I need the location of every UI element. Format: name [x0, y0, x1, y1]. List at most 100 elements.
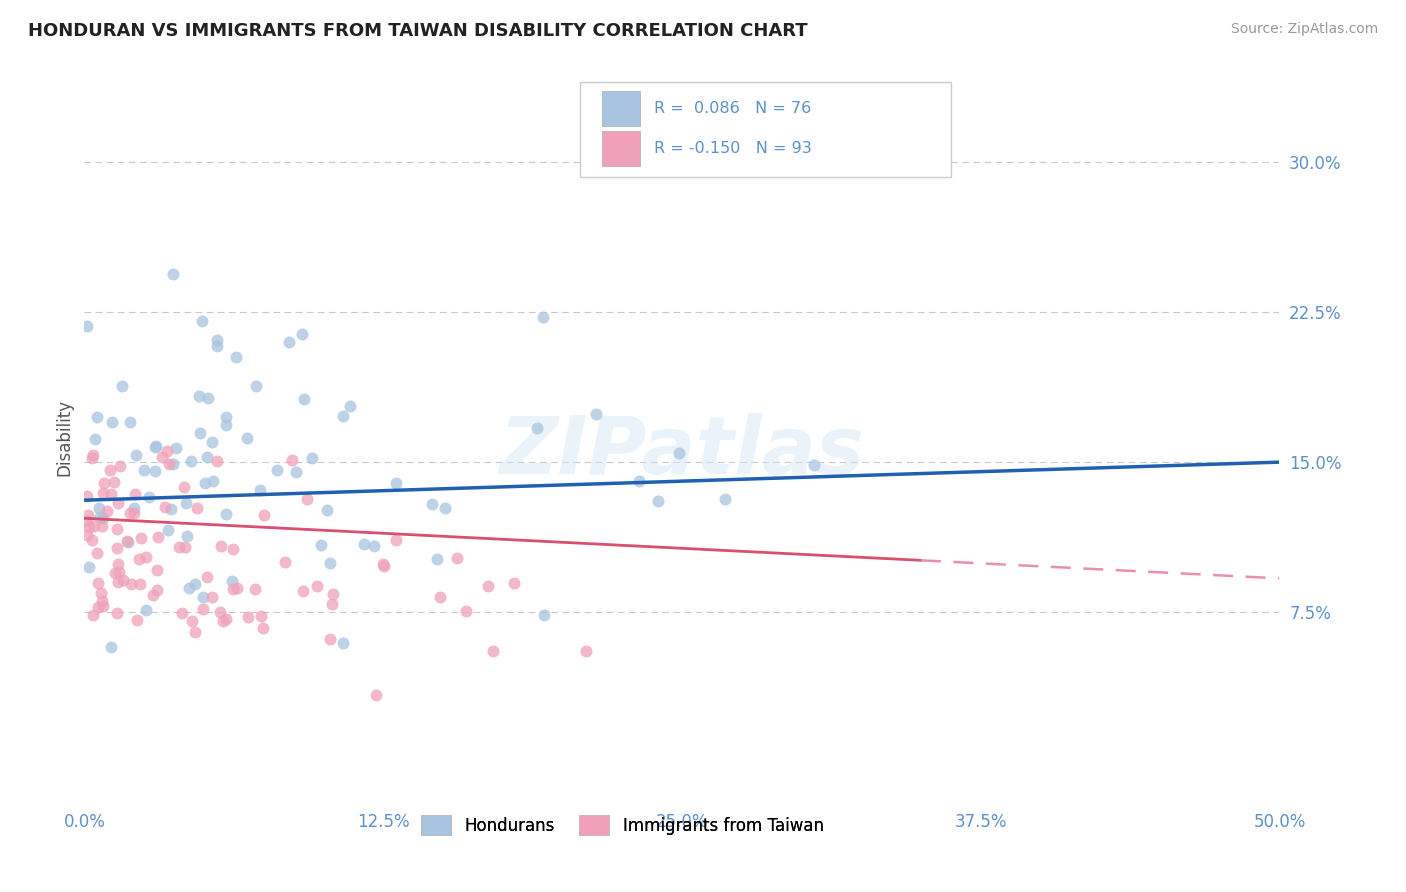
Point: [200, 435, 222, 450]
Point: [191, 314, 214, 328]
Point: [120, 415, 142, 429]
Point: [152, 450, 174, 465]
Point: [191, 602, 214, 616]
Point: [420, 497, 443, 511]
Point: [321, 597, 343, 611]
Point: [222, 542, 245, 557]
Point: [211, 614, 233, 628]
Point: [193, 590, 215, 604]
Point: [425, 551, 447, 566]
Point: [301, 450, 323, 465]
Point: [366, 688, 388, 702]
Point: [188, 389, 211, 403]
Point: [135, 549, 157, 564]
Point: [533, 607, 555, 622]
Point: [292, 392, 315, 407]
Point: [104, 566, 127, 581]
Point: [100, 487, 122, 501]
Point: [120, 506, 142, 520]
Point: [100, 415, 122, 429]
Point: [122, 507, 145, 521]
Point: [477, 579, 499, 593]
Point: [332, 636, 354, 650]
Point: [135, 603, 157, 617]
Point: [309, 538, 332, 552]
Point: [145, 438, 167, 452]
Point: [174, 541, 197, 555]
Point: [93, 475, 115, 490]
Text: R =  0.086   N = 76: R = 0.086 N = 76: [654, 101, 811, 116]
Point: [131, 532, 153, 546]
Point: [714, 491, 737, 506]
Point: [138, 490, 160, 504]
Point: [373, 558, 395, 573]
Point: [153, 500, 176, 515]
Point: [91, 594, 114, 608]
Point: [291, 327, 314, 342]
Text: HONDURAN VS IMMIGRANTS FROM TAIWAN DISABILITY CORRELATION CHART: HONDURAN VS IMMIGRANTS FROM TAIWAN DISAB…: [28, 22, 807, 40]
Point: [105, 606, 128, 620]
Point: [281, 453, 304, 467]
Point: [305, 578, 328, 592]
Point: [250, 608, 273, 623]
Point: [89, 510, 111, 524]
Point: [108, 458, 131, 473]
Point: [77, 508, 100, 523]
Point: [215, 612, 238, 626]
Point: [194, 476, 217, 491]
Point: [273, 555, 295, 569]
Point: [803, 458, 825, 472]
Point: [107, 496, 129, 510]
Point: [145, 563, 167, 577]
Legend: Hondurans, Immigrants from Taiwan: Hondurans, Immigrants from Taiwan: [413, 808, 831, 842]
Point: [575, 643, 598, 657]
Point: [124, 448, 146, 462]
Point: [179, 582, 201, 596]
Point: [91, 486, 114, 500]
Point: [162, 457, 184, 471]
Point: [353, 537, 375, 551]
Point: [112, 574, 135, 588]
Point: [363, 539, 385, 553]
Point: [142, 589, 165, 603]
Point: [180, 453, 202, 467]
Point: [202, 474, 225, 488]
Point: [222, 582, 245, 597]
Point: [384, 476, 406, 491]
Point: [174, 496, 197, 510]
Point: [105, 522, 128, 536]
Point: [295, 491, 318, 506]
Point: [156, 523, 179, 537]
Point: [169, 540, 191, 554]
Point: [647, 493, 669, 508]
Point: [316, 502, 339, 516]
FancyBboxPatch shape: [602, 130, 640, 166]
Point: [454, 603, 477, 617]
Point: [526, 421, 548, 435]
Point: [159, 458, 181, 472]
Point: [156, 443, 179, 458]
Point: [111, 379, 134, 393]
Point: [170, 606, 193, 620]
Point: [278, 335, 301, 350]
Point: [209, 605, 232, 619]
Point: [82, 448, 104, 462]
Point: [83, 519, 105, 533]
Point: [205, 339, 228, 353]
Point: [249, 483, 271, 498]
Point: [124, 500, 146, 515]
Point: [134, 463, 156, 477]
Point: [165, 441, 187, 455]
Point: [105, 541, 128, 555]
Point: [585, 407, 607, 421]
Point: [207, 334, 229, 348]
FancyBboxPatch shape: [581, 82, 950, 178]
Point: [76, 514, 98, 528]
Point: [292, 584, 315, 599]
Point: [503, 575, 526, 590]
Point: [86, 409, 108, 424]
Point: [90, 519, 112, 533]
Point: [108, 565, 131, 579]
Point: [176, 529, 198, 543]
Point: [221, 574, 243, 588]
